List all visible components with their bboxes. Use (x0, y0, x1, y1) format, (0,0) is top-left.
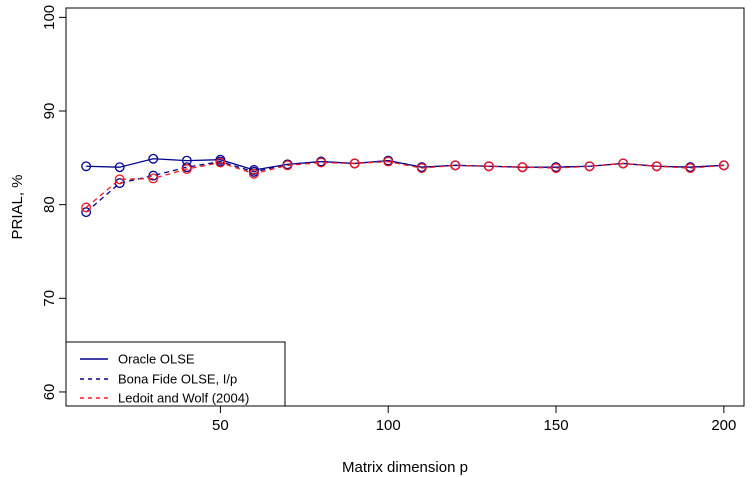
x-tick-label: 150 (544, 417, 569, 434)
data-point (718, 160, 729, 171)
data-point (81, 161, 92, 172)
data-point (685, 163, 696, 174)
data-point (114, 174, 125, 185)
legend-label: Oracle OLSE (118, 352, 195, 367)
data-point (282, 160, 293, 171)
data-point (483, 161, 494, 172)
x-axis-label: Matrix dimension p (342, 459, 468, 476)
legend-label: Ledoit and Wolf (2004) (118, 391, 249, 406)
series-line (85, 160, 724, 208)
data-point (416, 163, 427, 174)
data-point (517, 162, 528, 173)
plot-frame (65, 7, 745, 407)
data-point (148, 173, 159, 184)
y-tick-label: 90 (41, 103, 58, 120)
data-point (349, 158, 360, 169)
data-point (81, 202, 92, 213)
axes: 50 100 150 200 60 70 80 90 100 (41, 5, 736, 434)
data-point (249, 168, 259, 179)
y-tick-label: 70 (41, 290, 58, 307)
legend-label: Bona Fide OLSE, I/p (118, 372, 237, 387)
data-point (584, 161, 595, 172)
series-line (85, 159, 724, 213)
x-tick-label: 100 (376, 417, 401, 434)
data-point (651, 161, 662, 172)
data-point (383, 156, 394, 167)
data-point (81, 207, 92, 218)
data-point (551, 163, 561, 174)
data-point (148, 153, 159, 164)
data-point (114, 162, 125, 173)
y-axis-label: PRIAL, % (9, 174, 26, 239)
x-tick-label: 200 (711, 417, 736, 434)
data-point (316, 157, 327, 168)
x-tick-label: 50 (212, 417, 229, 434)
data-point (148, 170, 159, 181)
data-point (181, 164, 192, 175)
data-point (215, 157, 226, 168)
data-point (618, 158, 629, 169)
y-tick-label: 100 (41, 5, 58, 30)
y-tick-label: 80 (41, 196, 58, 213)
legend-box (65, 341, 286, 407)
legend: Oracle OLSE Bona Fide OLSE, I/p Ledoit and… (65, 341, 286, 407)
series-3 (81, 156, 729, 213)
y-tick-label: 60 (41, 384, 58, 401)
data-point (450, 160, 461, 171)
series-layer (81, 153, 729, 218)
